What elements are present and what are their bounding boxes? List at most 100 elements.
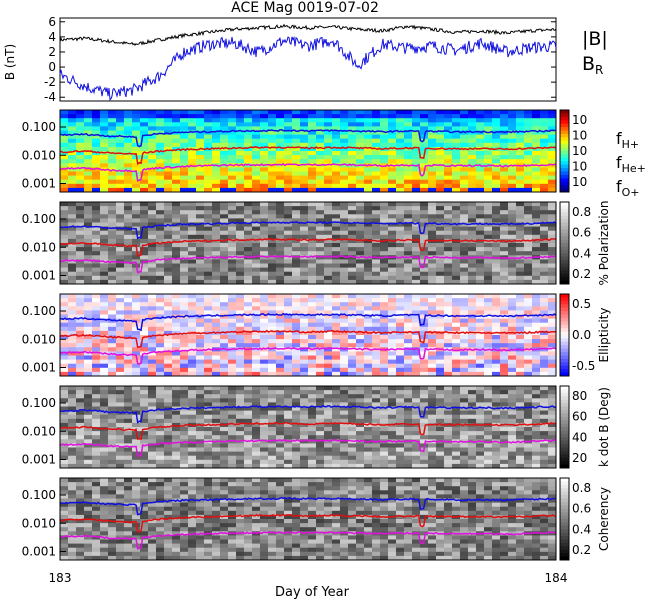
ellipticity-cell (148, 306, 157, 311)
ellipticity-cell (124, 322, 133, 328)
ellipticity-cell (380, 298, 389, 303)
ellipticity-cell (380, 367, 389, 373)
kdotb-cell (164, 398, 173, 403)
polarization-cell (460, 202, 469, 207)
kdotb-cell (388, 394, 397, 399)
kdotb-cell (412, 435, 421, 440)
kdotb-cell (100, 390, 109, 395)
polarization-cell (268, 202, 277, 207)
power-cell (428, 134, 437, 140)
kdotb-cell (348, 435, 357, 440)
ellipticity-cell (292, 326, 301, 332)
kdotb-cell (132, 439, 141, 444)
ellipticity-cell (444, 318, 453, 324)
polarization-cell (68, 279, 77, 285)
power-cell (60, 146, 69, 152)
polarization-cell (484, 259, 493, 264)
power-cell (316, 134, 325, 140)
kdotb-cell (180, 431, 189, 436)
kdotb-cell (380, 394, 389, 399)
kdotb-cell (372, 447, 381, 453)
polarization-cell (404, 259, 413, 264)
kdotb-cell (172, 439, 181, 444)
ellipticity-cell (124, 330, 133, 336)
power-cell (476, 187, 485, 193)
ellipticity-cell (492, 335, 501, 340)
ellipticity-cell (484, 335, 493, 340)
power-cell (348, 110, 357, 115)
polarization-cell (340, 218, 349, 223)
kdotb-cell (284, 386, 293, 391)
ellipticity-cell (492, 322, 501, 328)
kdotb-cell (244, 402, 253, 407)
polarization-cell (460, 263, 469, 269)
ellipticity-cell (460, 371, 469, 377)
kdotb-cell (300, 435, 309, 440)
kdotb-cell (444, 394, 453, 399)
kdotb-cell (260, 406, 269, 412)
ellipticity-cell (292, 367, 301, 373)
ellipticity-cell (84, 330, 93, 336)
power-cell (468, 175, 477, 181)
ellipticity-cell (316, 310, 325, 315)
polarization-cell (180, 202, 189, 207)
polarization-cell (292, 218, 301, 223)
kdotb-cell (300, 439, 309, 444)
polarization-cell (140, 202, 149, 207)
kdotb-cell (92, 439, 101, 444)
kdotb-cell (284, 427, 293, 432)
kdotb-cell (500, 386, 509, 391)
power-cell (140, 151, 149, 156)
polarization-cell (380, 271, 389, 277)
polarization-cell (468, 226, 477, 232)
power-cell (68, 114, 77, 119)
polarization-cell (548, 202, 557, 207)
polarization-cell (292, 202, 301, 207)
power-cell (332, 167, 341, 172)
ellipticity-cell (436, 339, 445, 344)
polarization-cell (420, 238, 429, 244)
ellipticity-cell (116, 359, 125, 365)
power-cell (132, 126, 141, 131)
polarization-cell (100, 263, 109, 269)
polarization-cell (156, 206, 165, 211)
power-cell (284, 171, 293, 177)
polarization-cell (116, 275, 125, 281)
kdotb-cell (380, 418, 389, 424)
power-cell (308, 159, 317, 164)
ellipticity-cell (68, 314, 77, 320)
polarization-cell (140, 238, 149, 244)
polarization-cell (500, 202, 509, 207)
ellipticity-cell (476, 355, 485, 361)
polarization-cell (300, 255, 309, 260)
kdotb-cell (404, 390, 413, 395)
ellipticity-cell (132, 363, 141, 369)
polarization-cell (340, 279, 349, 285)
kdotb-cell (140, 414, 149, 420)
polarization-cell (548, 214, 557, 219)
polarization-cell (372, 218, 381, 223)
polarization-cell (380, 234, 389, 240)
ellipticity-cell (268, 294, 277, 299)
kdotb-cell (276, 406, 285, 412)
power-cell (220, 142, 229, 148)
ellipticity-cell (276, 339, 285, 344)
kdotb-cell (108, 447, 117, 453)
polarization-cell (300, 251, 309, 256)
kdotb-cell (100, 386, 109, 391)
kdotb-cell (396, 431, 405, 436)
power-cell (180, 187, 189, 193)
power-cell (324, 118, 333, 123)
ellipticity-cell (220, 294, 229, 299)
kdotb-cell (340, 418, 349, 424)
kdotb-cell (460, 398, 469, 403)
ellipticity-cell (356, 314, 365, 320)
ellipticity-cell (156, 302, 165, 307)
polarization-cell (492, 226, 501, 232)
ellipticity-cell (380, 351, 389, 356)
ellipticity-cell (372, 371, 381, 377)
polarization-cell (292, 255, 301, 260)
power-cell (76, 151, 85, 156)
ellipticity-cell (388, 363, 397, 369)
ellipticity-cell (388, 310, 397, 315)
